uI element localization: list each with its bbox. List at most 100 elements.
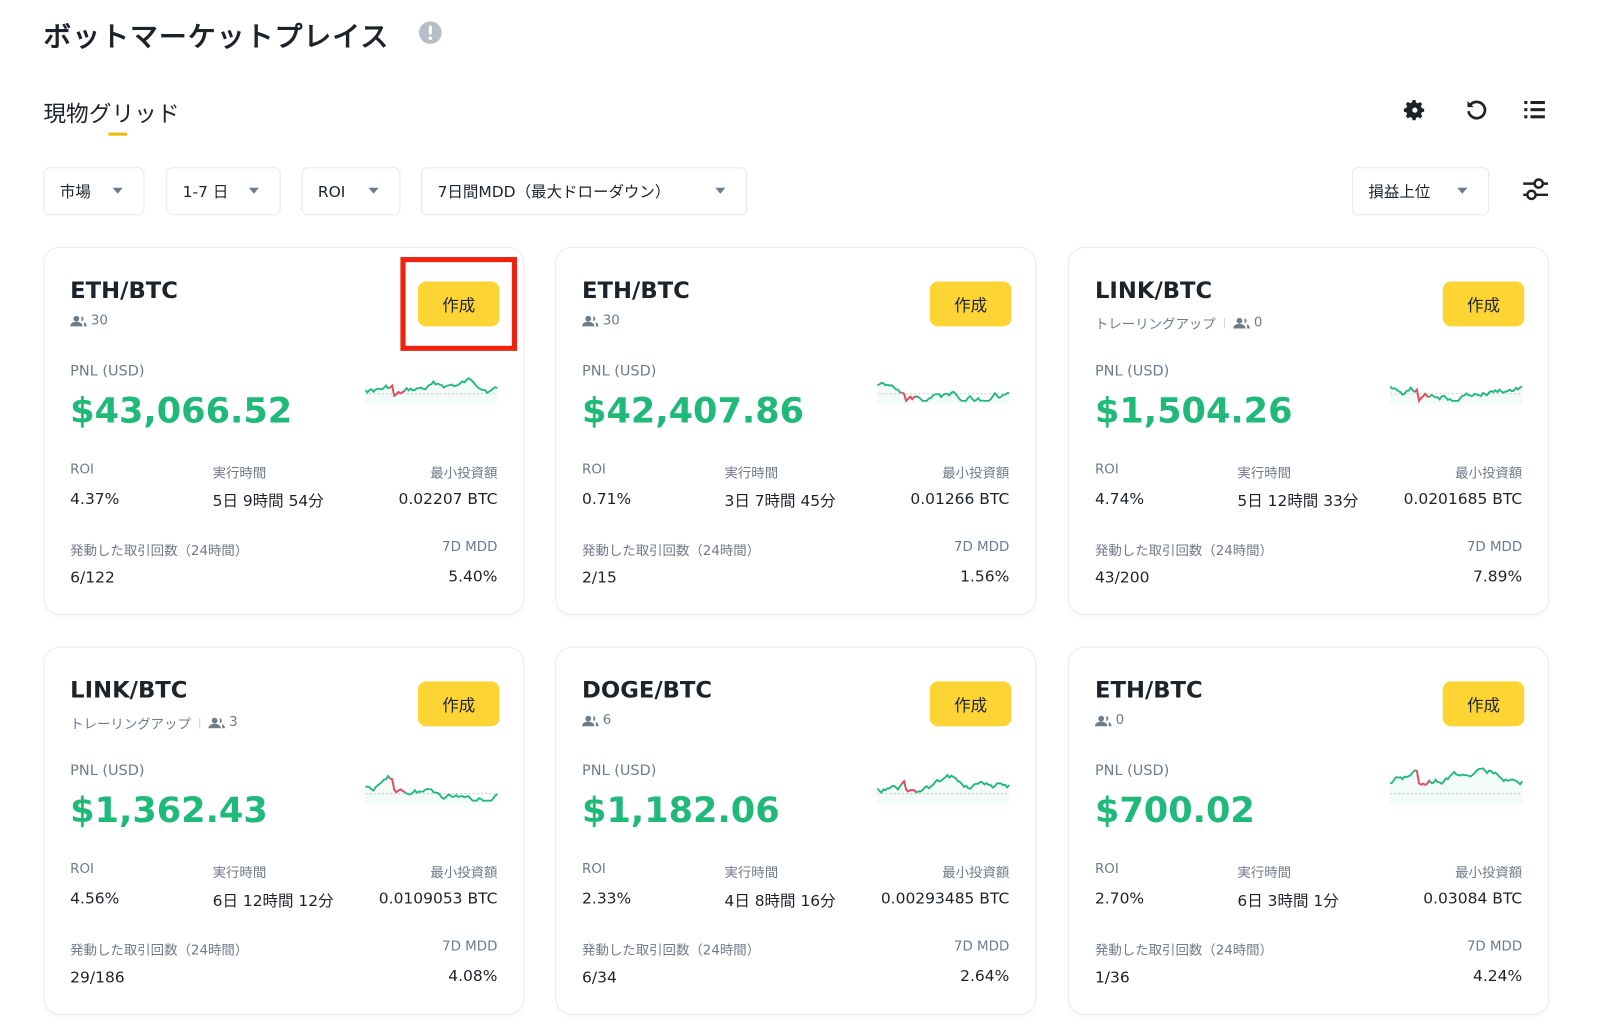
pnl-label: PNL (USD): [70, 762, 145, 780]
pnl-value: $1,182.06: [582, 790, 780, 832]
caret-shape: [112, 187, 123, 194]
card-subline: 30: [70, 313, 108, 328]
bot-card: ETH/BTC 作成 30 PNL (USD) $42,407.86 ROI 0.71% 実行…: [555, 246, 1037, 616]
pnl-value: $42,407.86: [582, 390, 805, 432]
page-title: ボットマーケットプレイス: [43, 21, 390, 54]
trades-value: 6/34: [582, 967, 617, 987]
users-icon-head: [1236, 317, 1243, 324]
sparkline: [877, 382, 1010, 403]
mdd-label: 7D MDD: [953, 539, 1010, 555]
user-count: 30: [90, 313, 108, 329]
min-invest-label: 最小投資額: [430, 466, 498, 482]
sparkline: [1390, 385, 1523, 404]
mdd-value: 7.89%: [1473, 567, 1523, 586]
create-button[interactable]: 作成: [417, 681, 500, 727]
filter-dropdown[interactable]: 1-7 日: [166, 167, 281, 216]
caret-shape: [248, 187, 260, 194]
runtime-label: 実行時間: [724, 865, 779, 882]
filter-dropdown[interactable]: 市場: [43, 167, 145, 216]
users-icon: [1233, 317, 1250, 328]
mdd-label: 7D MDD: [442, 939, 498, 955]
trades-value: 6/122: [70, 568, 115, 587]
sparkline-loss: [901, 779, 918, 794]
roi-value: 0.71%: [582, 489, 632, 508]
min-invest-value: 0.02207 BTC: [398, 489, 498, 508]
roi-label: ROI: [582, 462, 606, 478]
user-count: 3: [229, 715, 238, 731]
sparkline-chart: [877, 382, 1010, 404]
trades-value: 1/36: [1094, 967, 1130, 987]
trades-value: 43/200: [1094, 568, 1150, 587]
roi-value: 4.74%: [1094, 489, 1145, 508]
highlight-box: [400, 257, 518, 351]
sort-label: 損益上位: [1368, 182, 1431, 201]
user-count: 0: [1115, 712, 1125, 729]
pair-name: LINK/BTC: [1094, 278, 1213, 304]
roi-value: 4.37%: [70, 489, 120, 508]
pnl-value: $1,504.26: [1094, 390, 1293, 432]
bot-card: LINK/BTC 作成 トレーリングアップ 3 PNL (USD) $1,362.43 RO…: [43, 646, 525, 1015]
strategy-tag: トレーリングアップ: [1094, 317, 1216, 333]
users-icon-body: [208, 717, 225, 728]
sparkline-loss: [901, 391, 917, 403]
trades-label: 発動した取引回数（24時間）: [582, 943, 761, 959]
sort-dropdown[interactable]: 損益上位: [1351, 167, 1490, 216]
pnl-label: PNL (USD): [1094, 762, 1170, 780]
users-icon: [582, 315, 599, 326]
filter-dropdown[interactable]: 7日間MDD（最大ドローダウン）: [421, 167, 748, 216]
bot-card: ETH/BTC 作成 0 PNL (USD) $700.02 ROI 2.70% 実行時間 6日…: [1068, 646, 1550, 1015]
trades-label: 発動した取引回数（24時間）: [1094, 543, 1274, 559]
mdd-value: 2.64%: [960, 966, 1010, 986]
pnl-label: PNL (USD): [582, 363, 657, 380]
runtime-value: 5日 9時間 54分: [212, 491, 324, 510]
card-subline: 30: [582, 313, 620, 328]
min-invest-label: 最小投資額: [430, 865, 498, 882]
pnl-label: PNL (USD): [582, 762, 657, 780]
tab-underline: [108, 132, 127, 136]
runtime-label: 実行時間: [1237, 466, 1292, 482]
users-icon-body: [1233, 317, 1250, 328]
runtime-label: 実行時間: [212, 865, 267, 882]
sparkline-area: [1390, 768, 1523, 804]
card-subline: トレーリングアップ 0: [1095, 313, 1262, 332]
mdd-label: 7D MDD: [1466, 539, 1523, 555]
trades-value: 29/186: [70, 967, 125, 987]
sparkline-chart: [365, 377, 498, 404]
create-button[interactable]: 作成: [417, 281, 500, 327]
sparkline: [877, 773, 1010, 795]
filter-icon[interactable]: [1522, 177, 1549, 201]
mdd-value: 4.08%: [448, 966, 498, 986]
users-icon-head: [1098, 715, 1105, 721]
tab[interactable]: 現物グリッド: [43, 102, 180, 128]
sparkline-area: [877, 774, 1010, 804]
caret-shape: [715, 187, 726, 194]
pair-name: ETH/BTC: [1094, 678, 1203, 704]
roi-label: ROI: [70, 861, 95, 878]
refresh-icon[interactable]: [1463, 98, 1488, 122]
pair-name: LINK/BTC: [70, 678, 188, 704]
create-button[interactable]: 作成: [1442, 681, 1525, 727]
user-count: 0: [1253, 315, 1263, 331]
pnl-label: PNL (USD): [70, 363, 145, 380]
users-icon-head: [585, 715, 592, 721]
trades-label: 発動した取引回数（24時間）: [582, 543, 761, 559]
users-icon-body: [1094, 715, 1112, 726]
roi-label: ROI: [70, 462, 95, 478]
sparkline-area: [1390, 386, 1523, 404]
sparkline: [365, 774, 498, 802]
min-invest-label: 最小投資額: [942, 865, 1010, 882]
sparkline: [365, 377, 498, 398]
users-icon-head: [211, 717, 218, 723]
create-button[interactable]: 作成: [929, 281, 1012, 327]
users-icon-body: [582, 715, 599, 726]
sparkline-chart: [877, 773, 1010, 804]
separator: [1223, 317, 1225, 328]
mdd-label: 7D MDD: [442, 539, 498, 555]
users-icon: [208, 717, 225, 728]
create-button[interactable]: 作成: [1442, 281, 1525, 327]
list-view-icon[interactable]: [1523, 99, 1546, 121]
filter-dropdown[interactable]: ROI: [301, 167, 401, 216]
settings-icon[interactable]: [1401, 98, 1426, 122]
create-button[interactable]: 作成: [929, 681, 1012, 727]
info-icon[interactable]: [418, 20, 443, 44]
